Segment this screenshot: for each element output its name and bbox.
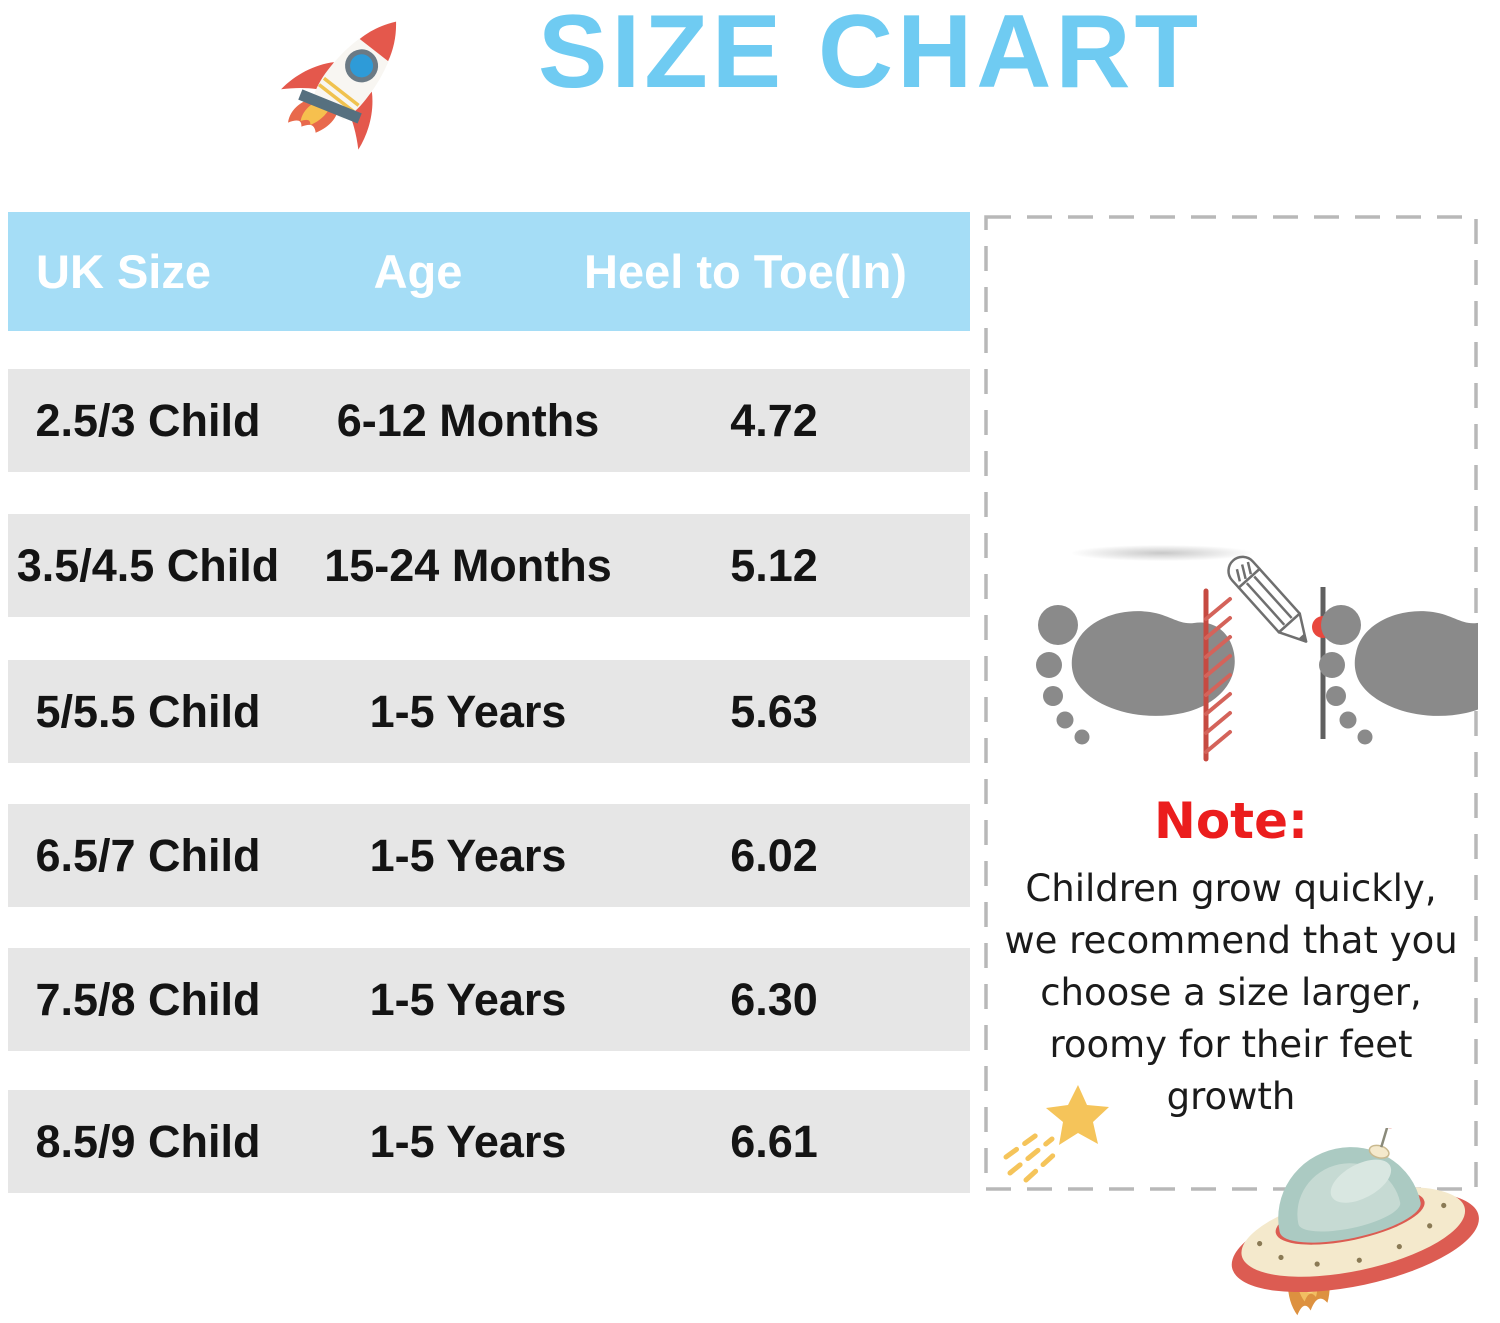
dashed-border	[984, 215, 1478, 1191]
heel-toe-value: 6.30	[730, 973, 818, 1025]
age-value: 15-24 Months	[324, 539, 612, 591]
age-value: 1-5 Years	[369, 829, 567, 881]
pencil-icon	[1227, 555, 1308, 643]
age-value: 1-5 Years	[369, 685, 567, 737]
uk-size-value: 7.5/8 Child	[35, 973, 261, 1025]
card-shadow	[1072, 545, 1252, 561]
right-footprint-icon	[1319, 605, 1500, 745]
heel-toe-value: 4.72	[730, 394, 818, 446]
uk-size-value: 2.5/3 Child	[35, 394, 261, 446]
column-header-age: Age	[373, 245, 463, 298]
note-text-line: choose a size larger,	[1040, 971, 1422, 1014]
column-header-heel-to-toe: Heel to Toe(In)	[584, 245, 907, 298]
age-value: 1-5 Years	[369, 1115, 567, 1167]
uk-size-value: 6.5/7 Child	[35, 829, 261, 881]
note-text-line: Children grow quickly,	[1025, 867, 1437, 910]
table-row: 8.5/9 Child 1-5 Years 6.61	[8, 1090, 970, 1193]
measuring-ruler-icon	[1203, 588, 1232, 762]
page-title: SIZE CHART	[538, 0, 1202, 110]
table-row: 5/5.5 Child 1-5 Years 5.63	[8, 660, 970, 763]
age-value: 1-5 Years	[369, 973, 567, 1025]
table-header-row: UK Size Age Heel to Toe(In)	[8, 212, 970, 331]
note-text-line: we recommend that you	[1004, 919, 1458, 962]
table-row: 7.5/8 Child 1-5 Years 6.30	[8, 948, 970, 1051]
left-footprint-icon	[1036, 605, 1235, 745]
note-text-line: roomy for their feet	[1049, 1023, 1413, 1066]
shooting-star-icon	[1000, 1083, 1120, 1183]
footprint-measuring-illustration	[1018, 553, 1500, 799]
note-heading: Note:	[1153, 792, 1308, 850]
table-row: 2.5/3 Child 6-12 Months 4.72	[8, 369, 970, 472]
note-text-line: growth	[1166, 1075, 1296, 1118]
uk-size-value: 3.5/4.5 Child	[16, 539, 280, 591]
ufo-icon	[1218, 1115, 1486, 1323]
age-value: 6-12 Months	[336, 394, 600, 446]
uk-size-value: 5/5.5 Child	[35, 685, 261, 737]
note-panel: Note: Children grow quickly, we recommen…	[984, 215, 1500, 1191]
table-row: 6.5/7 Child 1-5 Years 6.02	[8, 804, 970, 907]
heel-toe-value: 6.02	[730, 829, 818, 881]
uk-size-value: 8.5/9 Child	[35, 1115, 261, 1167]
table-row: 3.5/4.5 Child 15-24 Months 5.12	[8, 514, 970, 617]
heel-toe-value: 5.12	[730, 539, 818, 591]
heel-toe-value: 5.63	[730, 685, 818, 737]
heel-toe-value: 6.61	[730, 1115, 818, 1167]
column-header-uk-size: UK Size	[36, 245, 211, 298]
rocket-icon	[243, 0, 458, 160]
